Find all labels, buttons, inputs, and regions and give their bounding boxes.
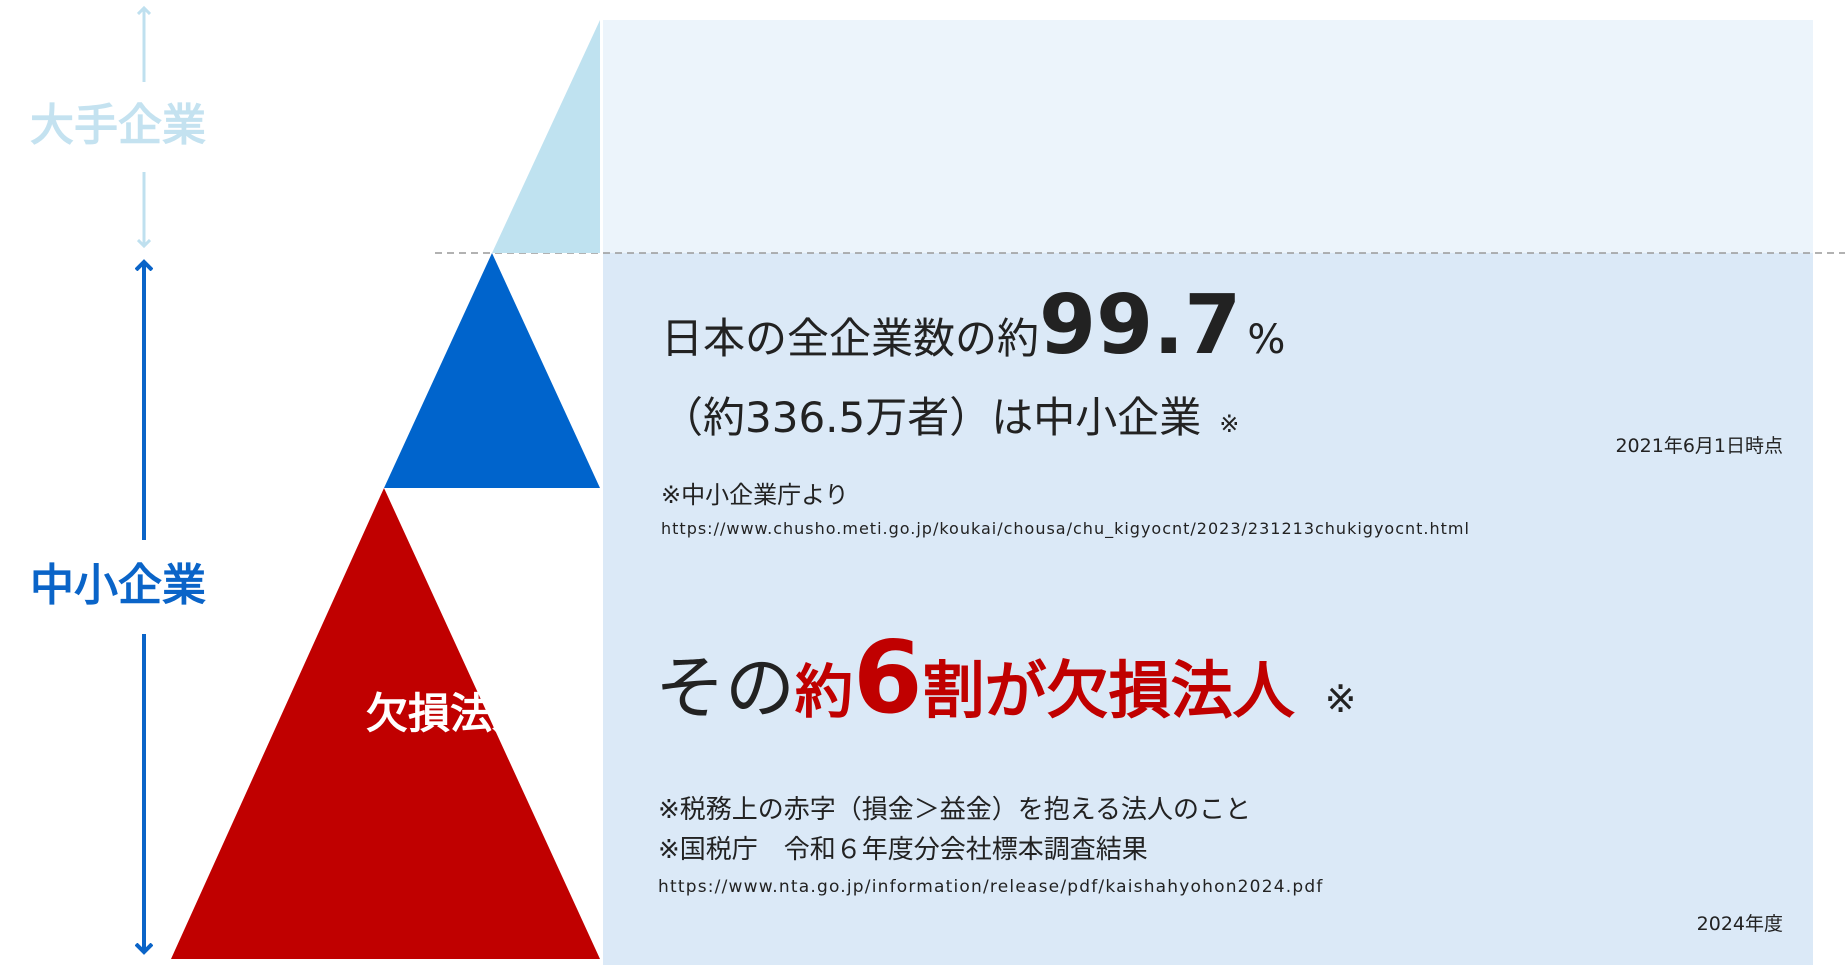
lower-panel <box>603 253 1813 965</box>
large-label: 大手企業 <box>30 100 206 151</box>
headline-number: 6 <box>853 619 923 736</box>
pyramid-bottom <box>171 488 600 959</box>
deficit-label: 欠損法人 <box>366 689 535 738</box>
deficit-headline: その約6割が欠損法人 ※ <box>655 619 1356 736</box>
pyramid-top <box>492 20 600 253</box>
note-1: ※税務上の赤字（損金＞益金）を抱える法人のこと <box>658 795 1251 825</box>
note-2: ※国税庁 令和６年度分会社標本調査結果 <box>658 835 1148 865</box>
sme-label: 中小企業 <box>30 560 206 611</box>
date-note: 2021年6月1日時点 <box>1615 435 1783 457</box>
headline-2-text: （約336.5万者）は中小企業 <box>661 393 1201 442</box>
source-url-2: https://www.nta.go.jp/information/releas… <box>658 877 1324 897</box>
upper-panel <box>603 20 1813 253</box>
source-url: https://www.chusho.meti.go.jp/koukai/cho… <box>661 519 1470 539</box>
headline-suffix: 割が欠損法人 <box>923 654 1296 727</box>
headline-2: （約336.5万者）は中小企業 ※ <box>661 393 1239 442</box>
headline-1: 日本の全企業数の約99.7% <box>661 278 1285 373</box>
headline-approx: 約 <box>795 658 853 726</box>
headline-2-mark: ※ <box>1219 410 1239 438</box>
headline-number: 99.7 <box>1039 278 1241 373</box>
year-note: 2024年度 <box>1697 913 1783 935</box>
headline-prefix: 日本の全企業数の約 <box>661 314 1039 363</box>
pyramid-middle <box>384 253 600 488</box>
source-note: ※中小企業庁より <box>661 481 849 509</box>
headline-mark: ※ <box>1325 677 1357 721</box>
headline-unit: % <box>1247 317 1285 363</box>
headline-prefix: その <box>655 647 795 729</box>
